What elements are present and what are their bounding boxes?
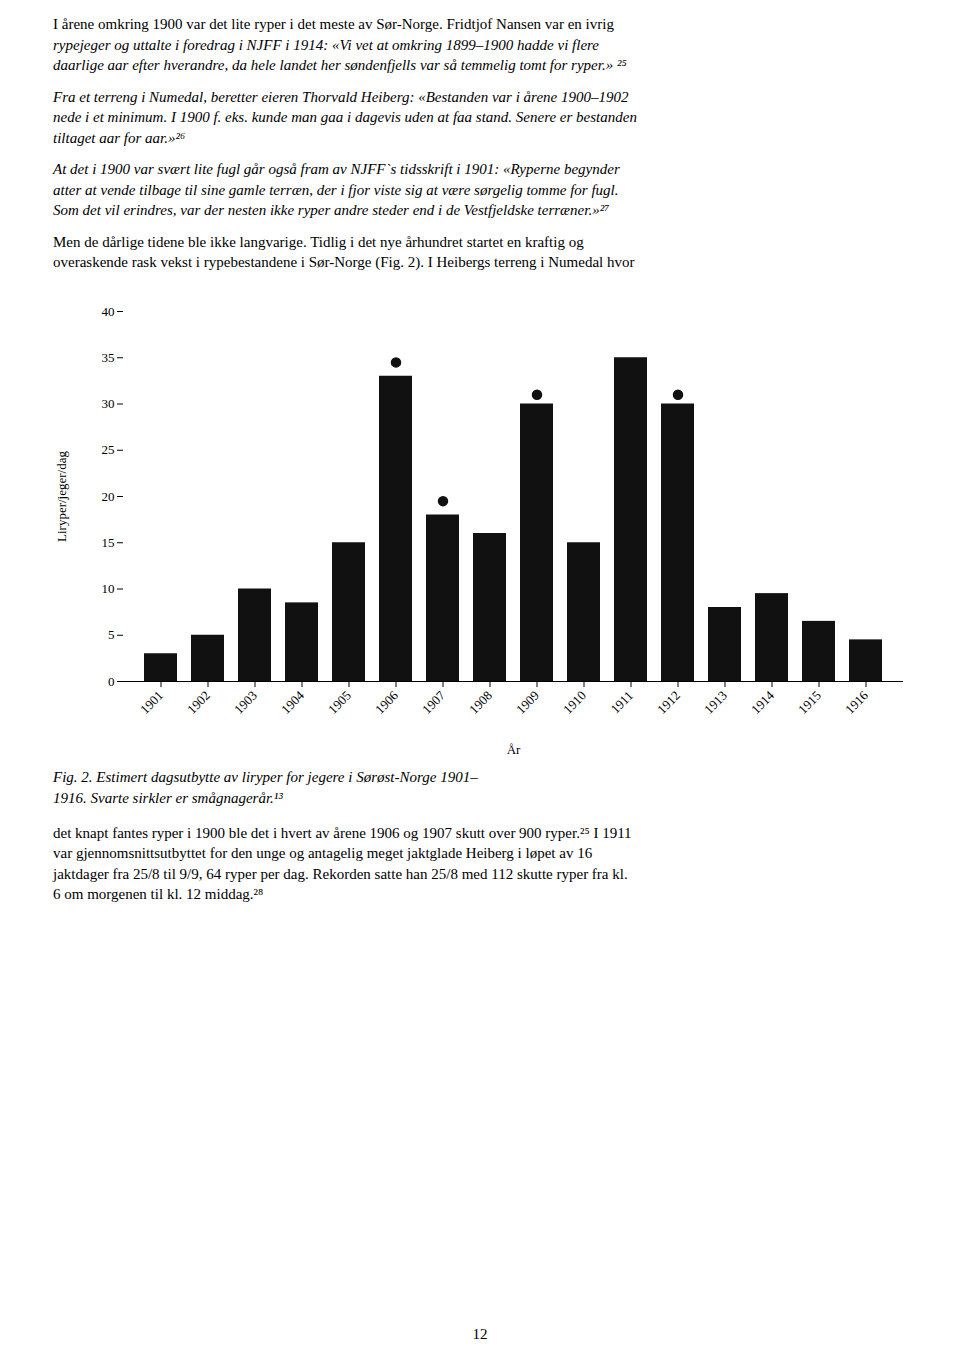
- html-text:daarlige aar efter hverandre,: daarlige aar efter hverandre, da hele la…: [53, 57, 627, 73]
- svg-text:0: 0: [108, 673, 115, 688]
- html-text:1916. Svarte sirkler er smågna: 1916. Svarte sirkler er smågnagerår.¹³: [53, 789, 283, 806]
- svg-text:35: 35: [102, 349, 115, 364]
- svg-text:15: 15: [102, 534, 115, 549]
- svg-text:1912: 1912: [654, 687, 683, 716]
- html-text:tiltaget aar for aar.»²⁶: tiltaget aar for aar.»²⁶: [53, 129, 186, 146]
- svg-text:1903: 1903: [231, 687, 260, 716]
- svg-text:25: 25: [102, 442, 115, 457]
- html-text:var gjennomsnittsutbyttet for: var gjennomsnittsutbyttet for den unge o…: [53, 845, 593, 861]
- svg-text:1904: 1904: [278, 687, 307, 716]
- svg-text:1902: 1902: [184, 687, 213, 716]
- svg-text:20: 20: [102, 488, 115, 503]
- html-text:Fra et terreng i Numedal, bere: Fra et terreng i Numedal, beretter eiere…: [53, 88, 629, 105]
- svg-text:1901: 1901: [137, 687, 166, 716]
- html-text:overaskende rask vekst i rypeb: overaskende rask vekst i rypebestandene …: [53, 254, 635, 270]
- svg-text:30: 30: [102, 396, 115, 411]
- html-text:det knapt fantes ryper i 1900: det knapt fantes ryper i 1900 ble det i …: [53, 824, 632, 841]
- html-text:6 om morgenen til kl. 12 midda: 6 om morgenen til kl. 12 middag.²⁸: [53, 886, 264, 902]
- svg-text:1905: 1905: [325, 687, 354, 716]
- svg-text:1911: 1911: [607, 687, 636, 716]
- svg-text:10: 10: [102, 581, 115, 596]
- html-text:I årene omkring 1900 var det l: I årene omkring 1900 var det lite ryper …: [53, 16, 614, 32]
- svg-text:1909: 1909: [513, 687, 542, 716]
- svg-text:1913: 1913: [701, 687, 730, 716]
- html-text:nede i et minimum. I 1900 f. e: nede i et minimum. I 1900 f. eks. kunde …: [53, 109, 637, 125]
- html-text:Men de dårlige tidene ble ikke: Men de dårlige tidene ble ikke langvarig…: [53, 233, 584, 250]
- svg-text:Liryper/jeger/dag: Liryper/jeger/dag: [54, 450, 69, 541]
- html-text:jaktdager fra 25/8 til 9/9, 64: jaktdager fra 25/8 til 9/9, 64 ryper per…: [53, 865, 628, 882]
- html-text:rypejeger og uttalte i foredra: rypejeger og uttalte i foredrag i NJFF i…: [53, 36, 599, 53]
- svg-text:1907: 1907: [419, 687, 448, 716]
- svg-text:5: 5: [108, 627, 115, 642]
- svg-text:1908: 1908: [466, 687, 495, 716]
- svg-text:År: År: [507, 741, 521, 756]
- html-text:At det i 1900 var svært lite f: At det i 1900 var svært lite fugl går og…: [53, 161, 620, 177]
- svg-text:1910: 1910: [560, 687, 589, 716]
- svg-text:40: 40: [102, 303, 115, 318]
- svg-text:1906: 1906: [372, 687, 401, 716]
- html-text:atter at vende tilbage til sin: atter at vende tilbage til sine gamle te…: [53, 181, 619, 198]
- svg-text:1915: 1915: [795, 687, 824, 716]
- html-text:Fig. 2. Estimert dagsutbytte a: Fig. 2. Estimert dagsutbytte av liryper …: [53, 768, 478, 785]
- svg-text:1916: 1916: [842, 687, 871, 716]
- html-text:12: 12: [472, 1326, 488, 1342]
- html-text:Som det vil erindres, var der: Som det vil erindres, var der nesten ikk…: [53, 202, 610, 218]
- svg-text:1914: 1914: [748, 687, 777, 716]
